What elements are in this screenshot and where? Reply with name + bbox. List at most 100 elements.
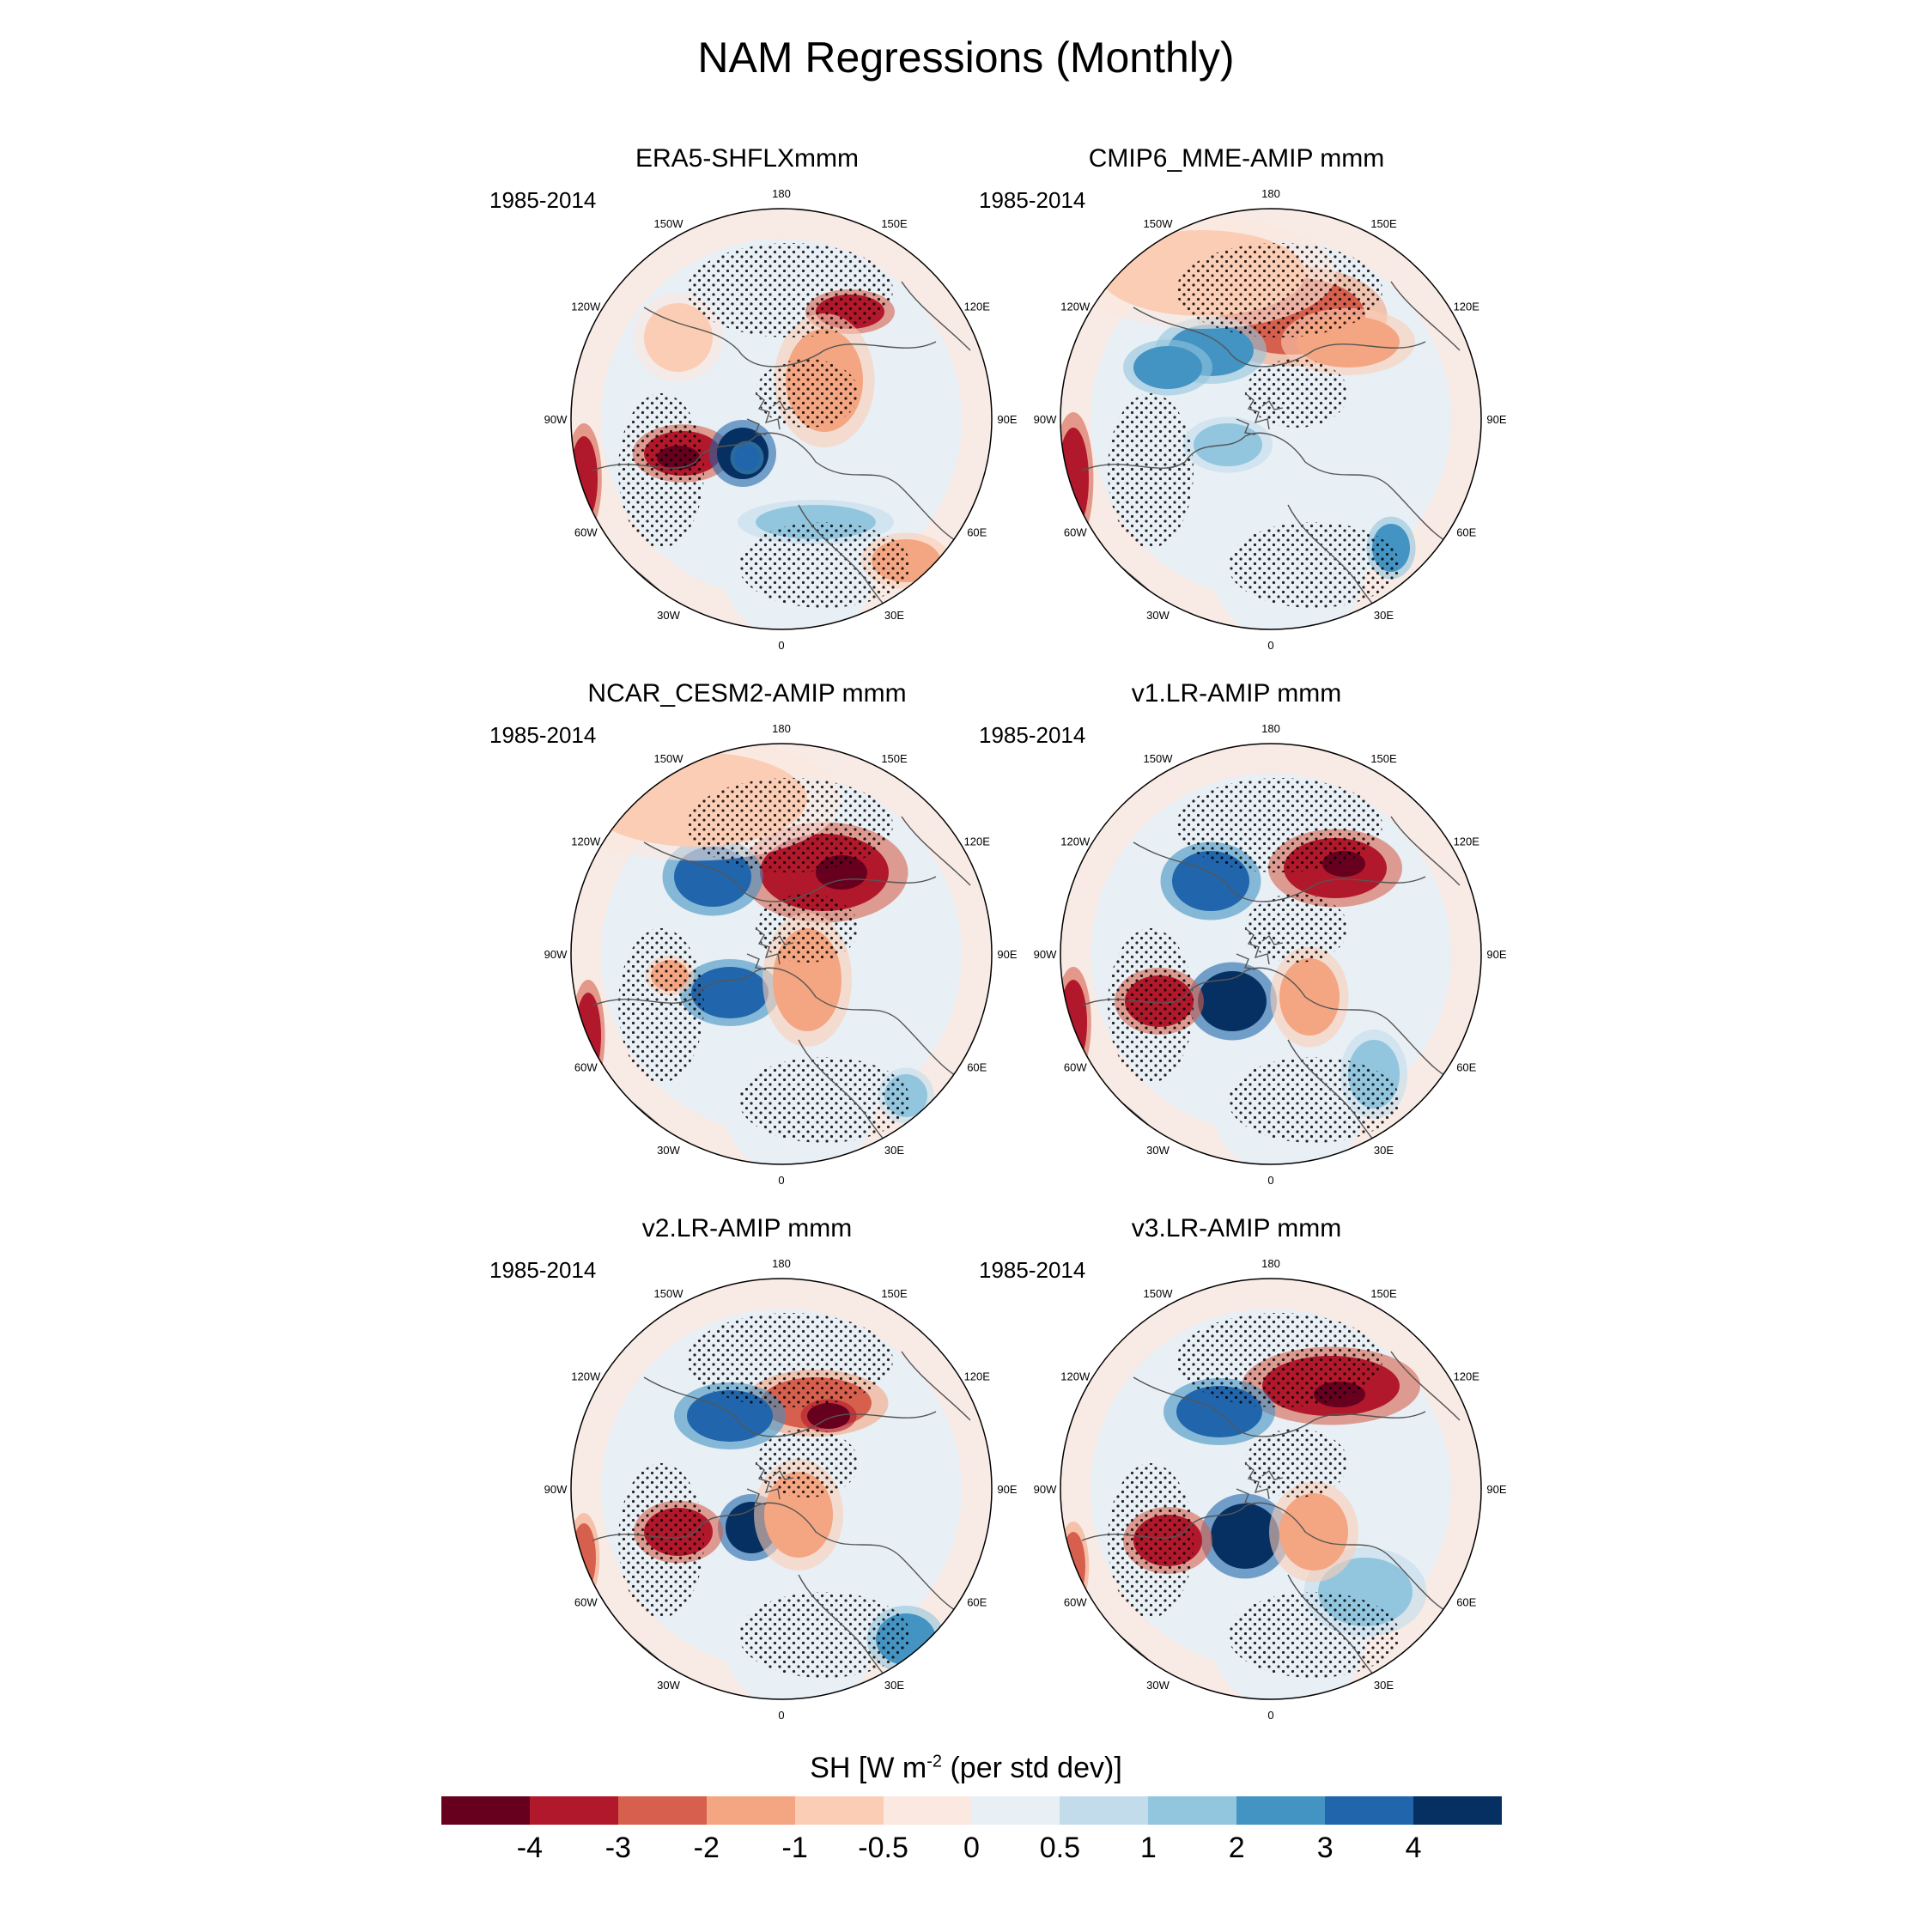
longitude-label: 120E: [964, 835, 991, 848]
longitude-label: 90E: [1486, 1483, 1506, 1496]
significance-stipple: [1108, 243, 1400, 608]
longitude-label: 180: [1261, 1257, 1280, 1270]
significance-stipple: [618, 1313, 910, 1678]
longitude-label: 30E: [1374, 1144, 1394, 1157]
longitude-label: 60W: [1064, 1596, 1087, 1609]
longitude-label: 60E: [1456, 526, 1476, 539]
longitude-label: 90W: [544, 413, 568, 426]
longitude-label: 30E: [884, 1144, 904, 1157]
anomaly-core: [1211, 1504, 1279, 1569]
longitude-label: 150W: [1144, 217, 1174, 230]
coastline: [592, 1351, 971, 1699]
longitude-label: 90W: [1034, 413, 1057, 426]
longitude-label: 120E: [1454, 835, 1480, 848]
longitude-label: 150E: [881, 1287, 908, 1300]
map-border: [1060, 743, 1482, 1165]
longitude-label: 150E: [881, 752, 908, 765]
longitude-label: 0: [1267, 1709, 1273, 1722]
longitude-label: 150W: [654, 217, 684, 230]
longitude-label: 150E: [881, 217, 908, 230]
anomaly-core: [807, 1403, 850, 1429]
colorbar-cell-10: [1325, 1796, 1414, 1825]
significance-stipple: [1108, 778, 1400, 1143]
anomaly-core: [1279, 958, 1340, 1036]
colorbar-label: SH [W m-2 (per std dev)]: [810, 1752, 1122, 1784]
significance-stipple: [618, 778, 910, 1143]
longitude-label: 120W: [1060, 835, 1091, 848]
longitude-label: 120E: [964, 1370, 991, 1383]
longitude-label: 180: [1261, 722, 1280, 735]
map-panel-era5: ERA5-SHFLXmmm 1985-2014 180 150E 120E 90E 60…: [489, 144, 1018, 677]
longitude-label: 120W: [571, 301, 601, 313]
period-label: 1985-2014: [979, 1257, 1086, 1283]
colorbar-cell-4: [794, 1796, 884, 1825]
longitude-label: 180: [772, 722, 791, 735]
longitude-label: 120W: [1060, 301, 1091, 313]
colorbar-tick-label: 2: [1228, 1832, 1245, 1864]
significance-stipple: [618, 243, 910, 608]
colorbar: [441, 1796, 1503, 1825]
longitude-label: 90E: [997, 948, 1017, 961]
map-border: [570, 1278, 993, 1700]
colorbar-tick-label: 3: [1316, 1832, 1334, 1864]
map-border: [1060, 1278, 1482, 1700]
map-border: [570, 743, 993, 1165]
longitude-label: 90W: [544, 948, 568, 961]
polar-map: 180 150E 120E 90E 60E 30E 0 30W 60W 90W 120W 150W: [544, 1257, 1018, 1722]
anomaly-core: [734, 445, 760, 471]
colorbar-cell-2: [617, 1796, 707, 1825]
polar-map: 180 150E 120E 90E 60E 30E 0 30W 60W 90W 120W 150W: [544, 722, 1018, 1187]
map-border: [1060, 208, 1482, 630]
anomaly-core: [571, 436, 598, 522]
longitude-label: 60E: [1456, 1061, 1476, 1074]
colorbar-tick-label: -4: [516, 1832, 544, 1864]
colorbar-cell-5: [883, 1796, 972, 1825]
period-label: 1985-2014: [489, 722, 597, 748]
longitude-label: 150E: [1370, 217, 1397, 230]
longitude-label: 30W: [657, 1679, 680, 1692]
colorbar-tick-label: 4: [1405, 1832, 1422, 1864]
colorbar-cell-6: [971, 1796, 1060, 1825]
longitude-label: 60W: [1064, 1061, 1087, 1074]
longitude-label: 120W: [1060, 1370, 1091, 1383]
period-label: 1985-2014: [979, 722, 1086, 748]
longitude-label: 30E: [884, 609, 904, 622]
panel-title: ERA5-SHFLXmmm: [635, 144, 860, 173]
anomaly-core: [1279, 1493, 1348, 1571]
longitude-label: 30W: [657, 1144, 680, 1157]
map-panel-cesm2: NCAR_CESM2-AMIP mmm 1985-2014 180 150E 120…: [489, 679, 1018, 1212]
period-label: 1985-2014: [489, 1257, 597, 1283]
panel-title: CMIP6_MME-AMIP mmm: [1088, 144, 1385, 173]
longitude-label: 60E: [967, 526, 987, 539]
period-label: 1985-2014: [489, 187, 597, 213]
longitude-label: 120E: [964, 301, 991, 313]
longitude-label: 90W: [1034, 948, 1057, 961]
longitude-label: 0: [1267, 639, 1273, 652]
colorbar-cell-7: [1060, 1796, 1149, 1825]
polar-map: 180 150E 120E 90E 60E 30E 0 30W 60W 90W 120W 150W: [1034, 187, 1507, 652]
longitude-label: 60W: [574, 1596, 598, 1609]
longitude-label: 120W: [571, 1370, 601, 1383]
map-panel-v2: v2.LR-AMIP mmm 1985-2014 180 150E 120E 90E 6…: [489, 1214, 1018, 1747]
longitude-label: 150W: [1144, 1287, 1174, 1300]
colorbar-cell-8: [1148, 1796, 1237, 1825]
panel-title: NCAR_CESM2-AMIP mmm: [587, 679, 907, 708]
longitude-label: 30W: [657, 609, 680, 622]
period-label: 1985-2014: [979, 187, 1086, 213]
longitude-label: 0: [1267, 1174, 1273, 1187]
longitude-label: 30W: [1146, 1679, 1170, 1692]
map-panel-cmip6: CMIP6_MME-AMIP mmm 1985-2014 180 150E 120E…: [979, 144, 1507, 677]
longitude-label: 180: [1261, 187, 1280, 200]
longitude-label: 60E: [967, 1061, 987, 1074]
colorbar-tick-label: 0.5: [1039, 1832, 1081, 1864]
longitude-label: 180: [772, 187, 791, 200]
longitude-label: 90E: [997, 1483, 1017, 1496]
longitude-label: 60E: [967, 1596, 987, 1609]
colorbar-tick-label: -1: [781, 1832, 808, 1864]
longitude-label: 60W: [574, 526, 598, 539]
figure-title: NAM Regressions (Monthly): [697, 33, 1235, 82]
anomaly-core: [1061, 1532, 1085, 1601]
longitude-label: 120E: [1454, 301, 1480, 313]
longitude-label: 150E: [1370, 752, 1397, 765]
polar-map: 180 150E 120E 90E 60E 30E 0 30W 60W 90W 120W 150W: [544, 187, 1018, 652]
